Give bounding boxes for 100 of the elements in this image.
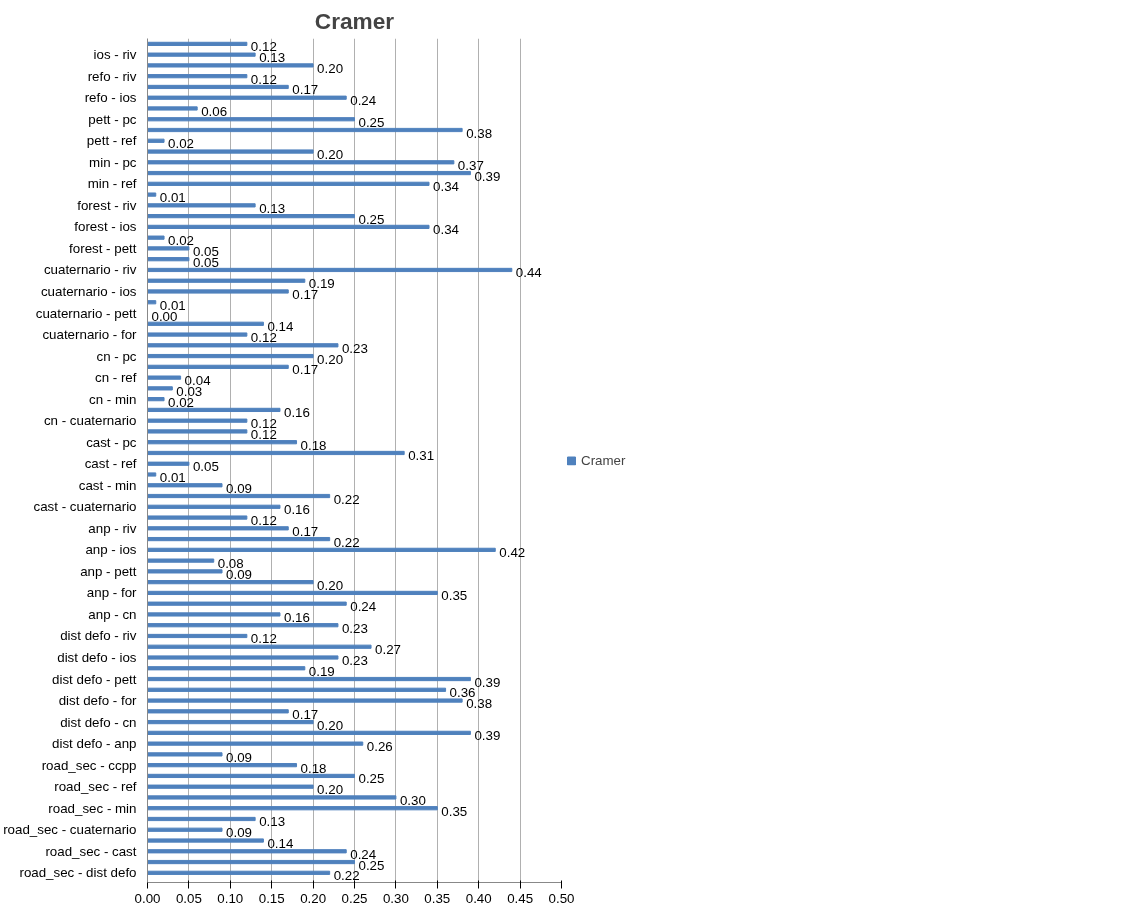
bar	[147, 149, 314, 154]
text: 0.13	[259, 200, 286, 216]
text: 0.22	[333, 534, 360, 550]
bar	[147, 730, 471, 735]
bar	[147, 752, 223, 757]
text: 0.24	[350, 93, 377, 109]
bar	[147, 472, 157, 477]
bar	[147, 784, 314, 789]
bar	[147, 192, 157, 197]
bar	[147, 526, 289, 531]
bar	[147, 375, 182, 380]
y-tick-label: cn - pc	[96, 348, 137, 364]
bar	[147, 63, 314, 68]
text: 0.20	[317, 351, 344, 367]
text: 0.25	[358, 771, 385, 787]
y-tick-label: anp - for	[86, 585, 138, 601]
text: 0.24	[350, 599, 377, 615]
bar	[147, 763, 298, 768]
bar	[147, 203, 256, 208]
bar	[147, 289, 289, 294]
y-tick-label: cast - min	[78, 477, 137, 493]
text: 0.12	[250, 631, 277, 647]
bar	[147, 332, 248, 337]
y-tick-label: dist defo - ios	[57, 650, 137, 666]
bar	[147, 364, 289, 369]
text: 0.20	[317, 717, 344, 733]
y-tick-label: anp - ios	[85, 542, 137, 558]
bar	[147, 580, 314, 585]
legend-label: Cramer	[581, 452, 626, 468]
bar	[147, 483, 223, 488]
text: 0.42	[499, 545, 526, 561]
text: 0.12	[250, 513, 277, 529]
text: 0.17	[292, 706, 319, 722]
y-tick-label: cn - cuaternario	[43, 413, 137, 429]
bar	[147, 300, 157, 305]
y-tick-label: road_sec - dist defo	[19, 865, 137, 881]
y-tick-label: road_sec - ccpp	[41, 757, 137, 773]
text: 0.02	[168, 136, 195, 152]
y-tick-label: min - ref	[87, 176, 137, 192]
y-tick-label: anp - cn	[88, 606, 137, 622]
bar	[147, 655, 339, 660]
bar	[147, 644, 372, 649]
text: 0.16	[283, 502, 310, 518]
y-tick-label: cast - pc	[86, 434, 137, 450]
bar	[147, 461, 190, 466]
text: 0.12	[250, 71, 277, 87]
y-tick-label: cast - ref	[84, 456, 137, 472]
y-tick-label: cuaternario - for	[42, 327, 138, 343]
x-tick-label: 0.30	[382, 890, 409, 906]
y-tick-label: road_sec - cuaternario	[3, 822, 137, 838]
bar	[147, 590, 438, 596]
x-tick-label: 0.50	[548, 890, 575, 906]
text: 0.22	[333, 868, 360, 884]
text: 0.09	[226, 825, 252, 841]
text: 0.25	[358, 211, 385, 227]
x-tick-label: 0.40	[465, 890, 492, 906]
y-tick-label: cuaternario - pett	[35, 305, 137, 321]
text: 0.20	[317, 577, 344, 593]
chart-title: Cramer	[314, 7, 395, 34]
y-tick-label: anp - riv	[88, 520, 137, 536]
bar	[147, 246, 190, 251]
bar	[147, 397, 165, 402]
text: 0.39	[474, 728, 501, 744]
text: 0.27	[375, 642, 402, 658]
text: 0.01	[159, 469, 186, 485]
text: 0.38	[466, 125, 493, 141]
text: 0.18	[300, 437, 327, 453]
text: 0.05	[192, 459, 219, 475]
bar	[147, 493, 331, 499]
text: 0.38	[466, 696, 493, 712]
text: 0.23	[341, 620, 368, 636]
y-tick-label: dist defo - for	[58, 693, 138, 709]
y-tick-label: cn - min	[89, 391, 137, 407]
bar	[147, 52, 256, 57]
bar	[147, 343, 339, 348]
bar	[147, 816, 256, 822]
y-tick-label: ios - riv	[93, 47, 137, 63]
text: 0.31	[408, 448, 435, 464]
text: 0.24	[350, 846, 377, 862]
y-tick-label: anp - pett	[80, 563, 137, 579]
bar	[147, 698, 463, 703]
bar	[147, 224, 430, 230]
text: 0.12	[250, 330, 277, 346]
bar	[147, 623, 339, 628]
bar	[147, 407, 281, 413]
y-tick-label: pett - pc	[88, 111, 137, 127]
bar	[147, 41, 248, 46]
x-tick-label: 0.35	[424, 890, 451, 906]
x-tick-label: 0.15	[258, 890, 285, 906]
bar	[147, 235, 165, 240]
y-tick-label: dist defo - cn	[60, 714, 137, 730]
text: 0.02	[168, 233, 195, 249]
text: 0.05	[192, 243, 219, 259]
bar	[147, 214, 355, 219]
bar	[147, 267, 513, 273]
y-tick-label: road_sec - ref	[54, 779, 137, 795]
y-tick-label: dist defo - riv	[60, 628, 137, 644]
x-tick-label: 0.20	[300, 890, 327, 906]
bar	[147, 95, 347, 100]
bar	[147, 666, 306, 671]
